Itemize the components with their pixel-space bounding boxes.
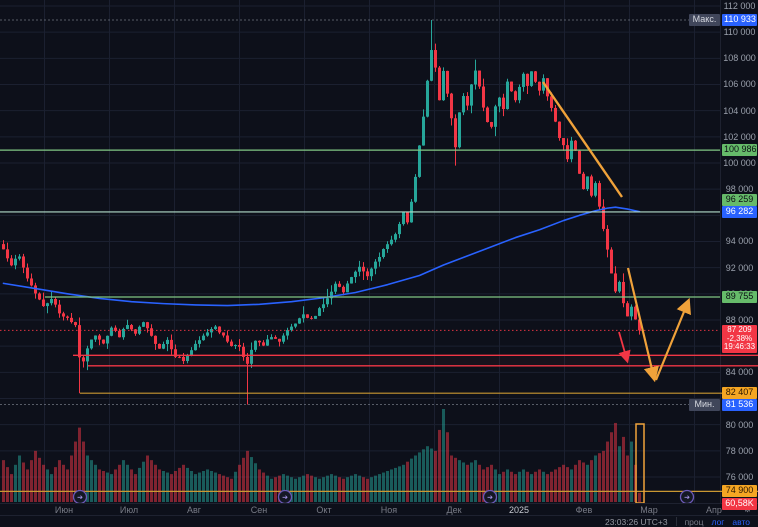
price-tick: 98 000: [725, 184, 754, 195]
price-tick: 110 000: [723, 27, 756, 38]
status-bar: 23:03:26 UTC+3 проц лог авто: [0, 515, 758, 527]
price-tick: 88 000: [725, 314, 754, 325]
clock-label: 23:03:26 UTC+3: [604, 516, 668, 527]
log-scale-button[interactable]: лог: [711, 516, 725, 527]
price-tick: 106 000: [723, 79, 756, 90]
svg-text:➔: ➔: [684, 495, 690, 502]
highlight-box[interactable]: [635, 423, 645, 503]
event-marker-icon[interactable]: ➔: [72, 489, 88, 504]
price-tick: 112 000: [723, 1, 756, 11]
month-label-Фев[interactable]: Фев: [575, 505, 593, 515]
month-label-Ноя[interactable]: Ноя: [380, 505, 398, 515]
svg-text:➔: ➔: [487, 495, 493, 502]
price-tick: 84 000: [725, 367, 754, 378]
price-tick: 102 000: [723, 131, 756, 142]
trendline[interactable]: [542, 81, 623, 198]
svg-text:➔: ➔: [77, 495, 83, 502]
sell-arrow[interactable]: [618, 331, 631, 364]
month-label-Июн[interactable]: Июн: [54, 505, 74, 515]
month-label-Авг[interactable]: Авг: [186, 505, 202, 515]
price-tick: 104 000: [723, 105, 756, 116]
price-axis[interactable]: 112 000 110 000 108 000 106 000 104 000 102 0…: [720, 0, 758, 503]
forecast-arrow-up[interactable]: [654, 297, 691, 381]
candlestick-series: [2, 19, 641, 405]
price-tick: 80 000: [725, 419, 754, 430]
month-label-Окт[interactable]: Окт: [316, 505, 332, 515]
month-label-Дек[interactable]: Дек: [446, 505, 462, 515]
price-tick: 76 000: [725, 471, 754, 482]
ma-line[interactable]: [2, 206, 641, 307]
month-label-Мар[interactable]: Мар: [640, 505, 658, 515]
forecast-arrow-down[interactable]: [626, 267, 659, 383]
volume-bars: [2, 409, 641, 502]
price-tick: 108 000: [723, 53, 756, 64]
event-marker-icon[interactable]: ➔: [277, 489, 293, 504]
price-tick: 100 000: [723, 157, 756, 168]
auto-scale-button[interactable]: авто: [732, 516, 750, 527]
price-tick: 92 000: [725, 262, 754, 273]
event-marker-icon[interactable]: ➔: [482, 489, 498, 504]
price-tick: 78 000: [725, 445, 754, 456]
month-label-Июл[interactable]: Июл: [119, 505, 139, 515]
svg-text:➔: ➔: [282, 495, 288, 502]
event-marker-icon[interactable]: ➔: [679, 489, 695, 504]
percent-scale-button[interactable]: проц: [684, 516, 704, 527]
time-axis[interactable]: ⚙ Июн Июл Авг Сен Окт Ноя Дек 2025 Фев Мар Апр: [0, 503, 758, 515]
chart-canvas[interactable]: ➔ ➔ ➔ ➔: [0, 0, 758, 503]
price-tick: 94 000: [725, 236, 754, 247]
month-label-Апр[interactable]: Апр: [706, 505, 722, 515]
axis-settings-gear-icon[interactable]: ⚙: [743, 504, 752, 515]
red-zone: [88, 355, 758, 366]
month-label-2025[interactable]: 2025: [508, 505, 530, 515]
month-label-Сен[interactable]: Сен: [250, 505, 268, 515]
divider: [675, 517, 677, 526]
